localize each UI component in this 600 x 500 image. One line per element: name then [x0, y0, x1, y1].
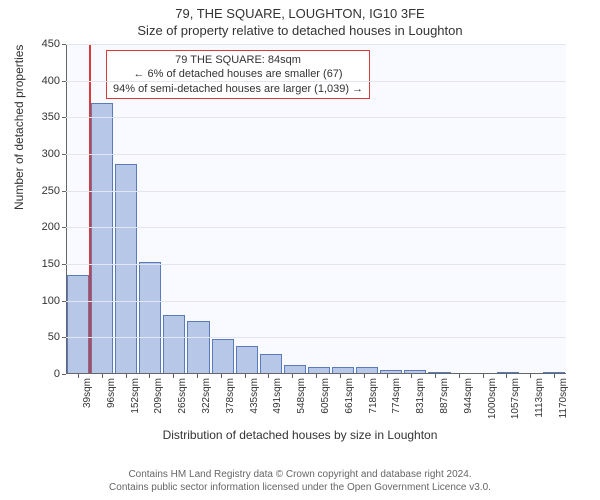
- x-tick-mark: [387, 374, 388, 378]
- y-tick-label: 200: [42, 221, 60, 233]
- x-tick-mark: [245, 374, 246, 378]
- y-axis-label: Number of detached properties: [12, 45, 26, 210]
- x-tick-label: 378sqm: [225, 378, 236, 414]
- x-tick-label: 774sqm: [391, 378, 402, 414]
- y-tick-label: 150: [42, 258, 60, 270]
- x-tick-label: 491sqm: [272, 378, 283, 414]
- x-tick-label: 661sqm: [344, 378, 355, 414]
- y-tick-label: 300: [42, 148, 60, 160]
- x-tick-mark: [506, 374, 507, 378]
- y-tick-mark: [62, 44, 66, 45]
- y-tick-mark: [62, 227, 66, 228]
- annotation-line1: 79 THE SQUARE: 84sqm: [113, 53, 363, 67]
- property-marker-line: [89, 44, 91, 374]
- x-axis-label: Distribution of detached houses by size …: [0, 428, 600, 442]
- x-tick-label: 1000sqm: [487, 378, 498, 419]
- histogram-bar: [236, 346, 258, 374]
- x-tick-mark: [292, 374, 293, 378]
- x-tick-mark: [340, 374, 341, 378]
- chart-subtitle: Size of property relative to detached ho…: [0, 21, 600, 38]
- x-tick-label: 322sqm: [201, 378, 212, 414]
- y-tick-label: 100: [42, 295, 60, 307]
- x-tick-label: 718sqm: [368, 378, 379, 414]
- x-tick-mark: [78, 374, 79, 378]
- y-tick-mark: [62, 117, 66, 118]
- y-tick-label: 0: [54, 368, 60, 380]
- y-tick-mark: [62, 191, 66, 192]
- x-tick-mark: [411, 374, 412, 378]
- annotation-box: 79 THE SQUARE: 84sqm ← 6% of detached ho…: [106, 50, 370, 99]
- x-tick-mark: [221, 374, 222, 378]
- histogram-bar: [139, 262, 161, 374]
- gridline: [66, 81, 566, 82]
- x-tick-label: 1113sqm: [534, 378, 545, 418]
- x-tick-mark: [435, 374, 436, 378]
- footer-line2: Contains public sector information licen…: [0, 481, 600, 494]
- y-axis-line: [66, 44, 67, 374]
- x-tick-label: 831sqm: [415, 378, 426, 414]
- histogram-bar: [163, 315, 185, 374]
- x-tick-mark: [197, 374, 198, 378]
- x-tick-label: 435sqm: [249, 378, 260, 414]
- x-tick-mark: [268, 374, 269, 378]
- x-tick-label: 1057sqm: [510, 378, 521, 419]
- y-tick-label: 450: [42, 38, 60, 50]
- y-tick-mark: [62, 264, 66, 265]
- histogram-bar: [212, 339, 234, 374]
- histogram-bar: [115, 164, 137, 374]
- annotation-line3: 94% of semi-detached houses are larger (…: [113, 82, 363, 96]
- gridline: [66, 44, 566, 45]
- x-tick-mark: [126, 374, 127, 378]
- gridline: [66, 191, 566, 192]
- y-tick-mark: [62, 81, 66, 82]
- x-tick-mark: [554, 374, 555, 378]
- annotation-line2: ← 6% of detached houses are smaller (67): [113, 67, 363, 81]
- chart-footer: Contains HM Land Registry data © Crown c…: [0, 468, 600, 494]
- gridline: [66, 154, 566, 155]
- x-tick-label: 1170sqm: [558, 378, 569, 418]
- x-tick-mark: [483, 374, 484, 378]
- x-tick-label: 548sqm: [296, 378, 307, 414]
- y-tick-mark: [62, 374, 66, 375]
- gridline: [66, 117, 566, 118]
- x-tick-mark: [316, 374, 317, 378]
- x-tick-label: 152sqm: [130, 378, 141, 414]
- y-tick-label: 50: [48, 331, 60, 343]
- x-tick-label: 265sqm: [177, 378, 188, 414]
- x-tick-label: 96sqm: [106, 378, 117, 408]
- y-tick-mark: [62, 301, 66, 302]
- y-tick-label: 250: [42, 185, 60, 197]
- gridline: [66, 337, 566, 338]
- y-tick-label: 350: [42, 111, 60, 123]
- y-tick-label: 400: [42, 75, 60, 87]
- footer-line1: Contains HM Land Registry data © Crown c…: [0, 468, 600, 481]
- x-tick-label: 887sqm: [439, 378, 450, 414]
- x-tick-mark: [102, 374, 103, 378]
- gridline: [66, 227, 566, 228]
- x-tick-mark: [530, 374, 531, 378]
- x-tick-label: 605sqm: [320, 378, 331, 414]
- x-tick-label: 39sqm: [82, 378, 93, 408]
- histogram-bar: [187, 321, 209, 374]
- y-tick-mark: [62, 154, 66, 155]
- chart-container: 79, THE SQUARE, LOUGHTON, IG10 3FE Size …: [0, 0, 600, 500]
- y-tick-mark: [62, 337, 66, 338]
- gridline: [66, 264, 566, 265]
- chart-title: 79, THE SQUARE, LOUGHTON, IG10 3FE: [0, 0, 600, 21]
- plot-area: 79 THE SQUARE: 84sqm ← 6% of detached ho…: [66, 44, 566, 374]
- x-tick-mark: [364, 374, 365, 378]
- x-tick-label: 944sqm: [463, 378, 474, 414]
- x-tick-label: 209sqm: [153, 378, 164, 414]
- histogram-bar: [260, 354, 282, 374]
- x-tick-mark: [459, 374, 460, 378]
- histogram-bar: [67, 275, 89, 374]
- gridline: [66, 301, 566, 302]
- x-tick-mark: [173, 374, 174, 378]
- x-tick-mark: [149, 374, 150, 378]
- histogram-bar: [91, 103, 113, 374]
